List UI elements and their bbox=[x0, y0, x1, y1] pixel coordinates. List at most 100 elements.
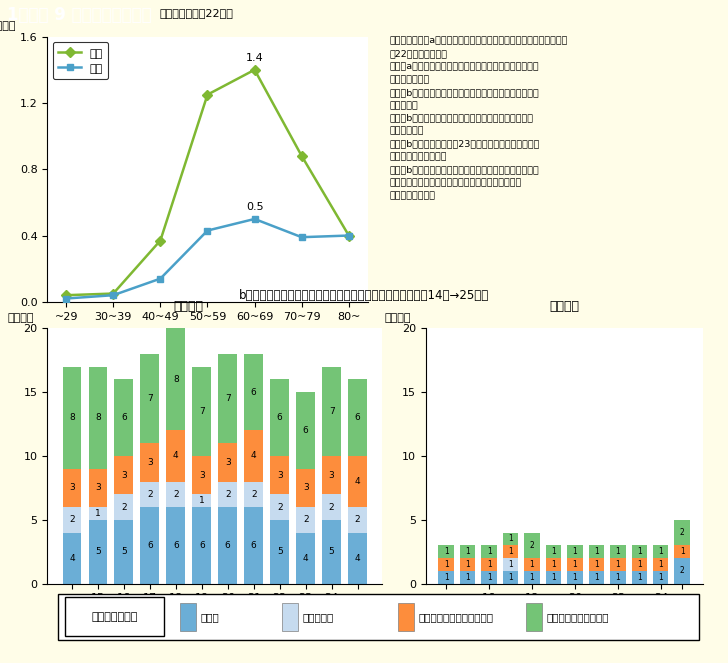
Text: 現在の就業状態: 現在の就業状態 bbox=[91, 612, 138, 622]
Bar bbox=[89, 469, 107, 507]
Bar bbox=[218, 481, 237, 507]
Text: （男女別，平成22年）: （男女別，平成22年） bbox=[159, 8, 233, 18]
Text: 1: 1 bbox=[530, 573, 534, 581]
Text: 3: 3 bbox=[95, 483, 100, 493]
Text: 4: 4 bbox=[251, 452, 256, 461]
Bar bbox=[245, 354, 263, 430]
Bar bbox=[63, 367, 82, 469]
Text: 1: 1 bbox=[465, 560, 470, 569]
Text: 7: 7 bbox=[147, 394, 153, 403]
Text: 2: 2 bbox=[277, 503, 282, 512]
男性 bbox=[156, 274, 165, 282]
Bar bbox=[632, 571, 647, 583]
Text: 5: 5 bbox=[329, 547, 335, 556]
Bar bbox=[524, 571, 539, 583]
Bar bbox=[675, 558, 690, 583]
Text: 1: 1 bbox=[199, 496, 205, 505]
Text: 3: 3 bbox=[277, 471, 282, 479]
Text: 1: 1 bbox=[572, 547, 577, 556]
Bar bbox=[460, 571, 475, 583]
Bar bbox=[114, 520, 133, 583]
Bar bbox=[503, 532, 518, 545]
Bar bbox=[296, 507, 315, 532]
Bar bbox=[589, 545, 604, 558]
Text: 6: 6 bbox=[121, 413, 127, 422]
Text: 3: 3 bbox=[329, 471, 335, 479]
Bar bbox=[348, 456, 367, 507]
Text: b．介護・看護が理由による離職者数の推移（男女別，平成14年→25年）: b．介護・看護が理由による離職者数の推移（男女別，平成14年→25年） bbox=[239, 289, 489, 302]
女性 bbox=[250, 66, 259, 74]
Bar bbox=[503, 558, 518, 571]
Text: 2: 2 bbox=[147, 490, 153, 499]
Bar bbox=[481, 571, 496, 583]
Bar bbox=[167, 430, 185, 481]
Text: 1: 1 bbox=[444, 560, 448, 569]
Bar bbox=[89, 507, 107, 520]
Text: 3: 3 bbox=[69, 483, 75, 493]
Text: 3: 3 bbox=[199, 471, 205, 479]
Bar bbox=[63, 507, 82, 532]
Bar bbox=[567, 545, 582, 558]
Text: （万人）: （万人） bbox=[0, 21, 16, 31]
男性 bbox=[297, 233, 306, 241]
Bar bbox=[270, 494, 289, 520]
女性 bbox=[344, 231, 353, 239]
Bar bbox=[546, 558, 561, 571]
Bar bbox=[460, 545, 475, 558]
Bar bbox=[546, 545, 561, 558]
Bar bbox=[218, 443, 237, 481]
Bar bbox=[610, 571, 625, 583]
Text: 1: 1 bbox=[95, 509, 100, 518]
Bar bbox=[610, 545, 625, 558]
Bar bbox=[323, 520, 341, 583]
Text: 3: 3 bbox=[225, 458, 231, 467]
Bar bbox=[653, 545, 668, 558]
Text: 1.4: 1.4 bbox=[246, 53, 264, 63]
Text: 1: 1 bbox=[508, 573, 513, 581]
Bar bbox=[89, 520, 107, 583]
Bar bbox=[348, 379, 367, 456]
Bar bbox=[167, 481, 185, 507]
Text: 7: 7 bbox=[329, 407, 335, 416]
Text: 1: 1 bbox=[615, 547, 620, 556]
Text: 1: 1 bbox=[551, 547, 556, 556]
Text: 3: 3 bbox=[303, 483, 309, 493]
Bar bbox=[323, 456, 341, 494]
FancyBboxPatch shape bbox=[397, 603, 414, 631]
Text: 4: 4 bbox=[173, 452, 178, 461]
Bar bbox=[270, 379, 289, 456]
Text: 1: 1 bbox=[465, 573, 470, 581]
Bar bbox=[438, 558, 454, 571]
男性 bbox=[109, 291, 118, 299]
Bar bbox=[632, 558, 647, 571]
Text: 2: 2 bbox=[251, 490, 256, 499]
Text: 1: 1 bbox=[637, 547, 641, 556]
Bar bbox=[589, 558, 604, 571]
Bar bbox=[503, 545, 518, 558]
Bar bbox=[438, 571, 454, 583]
Text: 7: 7 bbox=[199, 407, 205, 416]
Bar bbox=[460, 558, 475, 571]
Bar bbox=[296, 392, 315, 469]
Text: 1: 1 bbox=[572, 560, 577, 569]
Bar bbox=[218, 507, 237, 583]
Bar bbox=[141, 507, 159, 583]
Text: 4: 4 bbox=[355, 477, 360, 486]
Text: 1: 1 bbox=[530, 560, 534, 569]
Text: 1: 1 bbox=[658, 547, 663, 556]
Bar bbox=[141, 354, 159, 443]
Text: 2: 2 bbox=[329, 503, 334, 512]
Bar bbox=[524, 532, 539, 558]
Text: 6: 6 bbox=[199, 541, 205, 550]
Text: 1: 1 bbox=[444, 573, 448, 581]
男性 bbox=[344, 231, 353, 239]
FancyBboxPatch shape bbox=[526, 603, 542, 631]
Text: 1: 1 bbox=[615, 560, 620, 569]
Text: 2: 2 bbox=[173, 490, 178, 499]
Bar bbox=[503, 571, 518, 583]
Text: 2: 2 bbox=[121, 503, 127, 512]
Text: （万人）: （万人） bbox=[7, 313, 33, 324]
Bar bbox=[653, 571, 668, 583]
Bar bbox=[270, 520, 289, 583]
Text: 8: 8 bbox=[95, 413, 100, 422]
